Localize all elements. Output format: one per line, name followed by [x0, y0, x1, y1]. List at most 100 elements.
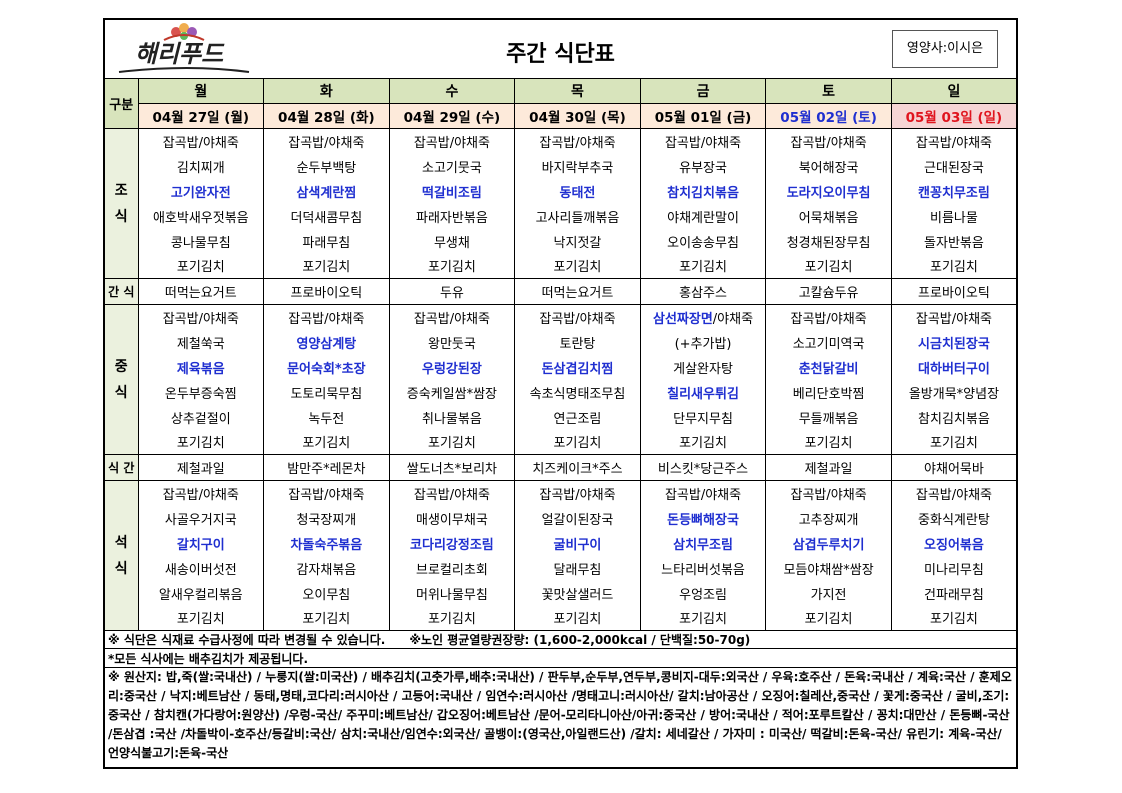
menu-cell: 낙지젓갈	[514, 228, 641, 254]
menu-cell: 제철과일	[765, 454, 892, 481]
menu-cell: 온두부증숙찜	[137, 379, 265, 405]
menu-row: 김치찌개 순두부백탕 소고기뭇국 바지락부추국 유부장국 북어해장국 근대된장국	[104, 153, 1018, 179]
note-row: ※ 원산지: 밥,죽(쌀:국내산) / 누룽지(쌀:미국산) / 배추김치(고춧…	[103, 667, 1018, 768]
date: 04월 29일 (수)	[388, 103, 516, 129]
menu-row: 온두부증숙찜 도토리묵무침 증숙케일쌈*쌈장 속초식명태조무침 칠리새우튀김 베리단호박찜…	[104, 379, 1018, 405]
section-label-text: 간 식	[108, 285, 135, 299]
menu-cell: (+추가밥)	[639, 329, 767, 355]
menu-cell: 얼갈이된장국	[514, 505, 641, 531]
menu-cell: 달래무침	[514, 555, 641, 581]
menu-cell: 왕만둣국	[388, 329, 516, 355]
menu-row: 포기김치 포기김치 포기김치 포기김치 포기김치 포기김치 포기김치	[104, 605, 1018, 631]
date: 04월 30일 (목)	[514, 103, 641, 129]
menu-item-highlight: 참치김치볶음	[667, 185, 739, 201]
menu-item: 홍삼주스	[679, 286, 727, 301]
menu-item: 바지락부추국	[541, 160, 614, 176]
menu-cell: 콩나물무침	[137, 228, 265, 254]
menu-cell: 도토리묵무침	[263, 379, 390, 405]
menu-cell: 고기완자전	[137, 178, 265, 204]
menu-cell: 바지락부추국	[514, 153, 641, 179]
menu-cell: 올방개묵*양념장	[890, 379, 1018, 405]
menu-cell: 춘천닭갈비	[765, 354, 892, 380]
day: 목	[514, 78, 641, 104]
menu-cell: 밤만주*레몬차	[263, 454, 390, 481]
menu-item: 상추겉절이	[170, 411, 231, 427]
menu-item: 소고기뭇국	[422, 160, 482, 176]
menu-item: 알새우컬리볶음	[158, 587, 243, 603]
menu-cell: 머위나물무침	[388, 580, 516, 606]
menu-item: 잡곡밥/야채죽	[664, 487, 742, 503]
menu-row: 간 식 떠먹는요거트 프로바이오틱 두유 떠먹는요거트 홍삼주스 고칼슘두유 프로바이오틱	[103, 278, 1018, 305]
menu-item: 브로컬리초회	[416, 562, 488, 578]
menu-cell: 프로바이오틱	[263, 278, 390, 305]
menu-cell: 취나물볶음	[388, 404, 516, 430]
menu-cell: 오이무침	[263, 580, 390, 606]
menu-cell: 삼선짜장면/야채죽	[639, 304, 767, 330]
day-row: 구분 월 화 수 목 금 토 일	[103, 78, 1018, 129]
menu-item: 온두부증숙찜	[164, 386, 237, 402]
menu-item: 증숙케일쌈*쌈장	[406, 386, 498, 402]
note-cell: *모든 식사에는 배추김치가 제공됩니다.	[103, 648, 1018, 668]
menu-item-highlight: 동태전	[559, 185, 596, 201]
note-change: ※ 식단은 식재료 수급사정에 따라 변경될 수 있습니다.	[108, 633, 386, 647]
menu-cell: 도라지오이무침	[765, 178, 892, 204]
menu-item-highlight: 문어숙회*초장	[287, 361, 366, 377]
menu-cell: 대하버터구이	[890, 354, 1018, 380]
menu-row: 식 간 제철과일 밤만주*레몬차 쌀도너츠*보리차 치즈케이크*주스 비스킷*당근주스 제철…	[103, 454, 1018, 481]
menu-cell: 포기김치	[639, 429, 767, 455]
menu-cell: 포기김치	[765, 605, 892, 631]
menu-cell: 북어해장국	[765, 153, 892, 179]
menu-item: 포기김치	[302, 260, 351, 276]
menu-item: 고칼슘두유	[798, 286, 859, 301]
menu-item-highlight: 시금치된장국	[918, 336, 990, 352]
menu-cell: 증숙케일쌈*쌈장	[388, 379, 516, 405]
menu-cell: 코다리강정조림	[388, 530, 516, 556]
menu-cell: 돈등뼈해장국	[639, 505, 767, 531]
menu-cell: 무들깨볶음	[765, 404, 892, 430]
menu-item: 잡곡밥/야채죽	[539, 311, 616, 327]
menu-item-highlight: 떡갈비조림	[422, 185, 482, 201]
section-label-text: 석 식	[114, 534, 128, 577]
menu-cell: 잡곡밥/야채죽	[890, 480, 1018, 506]
menu-item: 제철과일	[176, 462, 225, 477]
menu-cell: 녹두전	[263, 404, 390, 430]
menu-cell: 삼치무조림	[639, 530, 767, 556]
menu-cell: 유부장국	[639, 153, 767, 179]
menu-cell: 잡곡밥/야채죽	[388, 304, 516, 330]
menu-cell: 문어숙회*초장	[263, 354, 390, 380]
menu-item: 포기김치	[930, 260, 978, 276]
menu-cell: 포기김치	[639, 605, 767, 631]
menu-cell: 포기김치	[765, 429, 892, 455]
menu-cell: 새송이버섯전	[137, 555, 265, 581]
note-row: *모든 식사에는 배추김치가 제공됩니다.	[103, 648, 1018, 668]
menu-cell: 우렁강된장	[388, 354, 516, 380]
date-row: 04월 27일 (월) 04월 28일 (화) 04월 29일 (수) 04월 30일…	[104, 103, 1018, 129]
menu-item: 속초식명태조무침	[529, 386, 626, 402]
menu-cell: 청국장찌개	[263, 505, 390, 531]
menu-item: 비름나물	[930, 210, 978, 226]
menu-item: 잡곡밥/야채죽	[915, 135, 992, 151]
menu-cell: 포기김치	[890, 253, 1018, 279]
menu-item: 오이무침	[302, 587, 351, 603]
menu-item: 야채계란말이	[667, 210, 739, 226]
menu-cell: 포기김치	[514, 253, 641, 279]
note-row: ※ 식단은 식재료 수급사정에 따라 변경될 수 있습니다. ※노인 평균열량권장…	[103, 630, 1018, 649]
menu-item: 오이송송무침	[667, 235, 739, 251]
menu-cell: 더덕새콤무침	[263, 203, 390, 229]
menu-cell: 고사리들깨볶음	[514, 203, 641, 229]
menu-cell: 근대된장국	[890, 153, 1018, 179]
menu-cell: 야채어묵바	[890, 454, 1018, 481]
menu-item-highlight: 우렁강된장	[422, 361, 482, 377]
menu-cell: 건파래무침	[890, 580, 1018, 606]
menu-cell: 떠먹는요거트	[514, 278, 641, 305]
menu-cell: 갈치구이	[137, 530, 265, 556]
menu-item: /야채죽	[712, 311, 754, 327]
corner-label: 구분	[109, 98, 134, 113]
menu-cell: 단무지무침	[639, 404, 767, 430]
menu-cell: 쌀도너츠*보리차	[388, 454, 516, 481]
menu-item: 잡곡밥/야채죽	[162, 135, 239, 151]
menu-item: 포기김치	[427, 260, 476, 276]
menu-item: 잡곡밥/야채죽	[790, 135, 867, 151]
menu-item-highlight: 삼선짜장면	[652, 311, 713, 327]
menu-cell: 포기김치	[137, 605, 265, 631]
